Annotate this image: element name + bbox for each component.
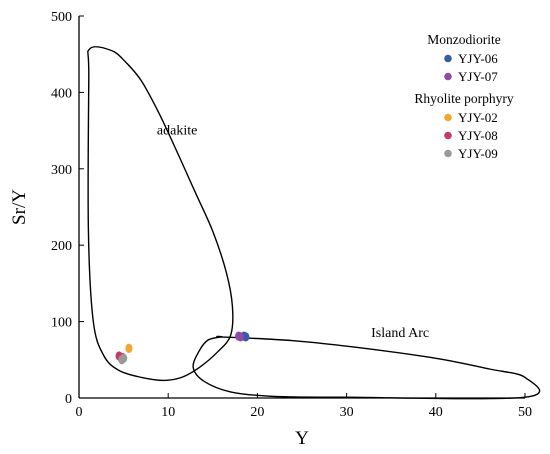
data-points: [115, 331, 250, 365]
legend-label-yjy-06: YJY-06: [458, 51, 498, 66]
x-tick-label: 20: [250, 405, 264, 420]
x-tick-label: 0: [76, 405, 83, 420]
legend: Monzodiorite YJY-06 YJY-07 Rhyolite porphyr…: [414, 32, 514, 161]
y-tick-label: 100: [51, 316, 72, 331]
axes: [78, 16, 525, 399]
x-tick-label: 40: [429, 405, 443, 420]
y-tick-label: 200: [51, 239, 72, 254]
legend-marker-yjy-09: [444, 149, 452, 158]
field-outline-island-arc: [192, 335, 541, 400]
data-point-yjy-02: [125, 343, 133, 353]
legend-marker-yjy-02: [444, 113, 452, 122]
y-tick-label: 500: [51, 10, 72, 25]
x-tick-label: 30: [340, 405, 354, 420]
y-tick-label: 300: [51, 163, 72, 178]
legend-group-title-rhyolite-porphyry: Rhyolite porphyry: [414, 91, 514, 106]
legend-group-title-monzodiorite: Monzodiorite: [427, 32, 501, 47]
field-label-island-arc: Island Arc: [371, 326, 429, 341]
legend-marker-yjy-07: [444, 72, 452, 81]
legend-label-yjy-09: YJY-09: [458, 146, 498, 161]
y-tick-label: 400: [51, 86, 72, 101]
y-tick-label: 0: [65, 392, 72, 407]
x-ticks: 0 10 20 30 40 50: [76, 393, 532, 420]
legend-label-yjy-02: YJY-02: [458, 110, 498, 125]
x-tick-label: 10: [161, 405, 175, 420]
legend-label-yjy-07: YJY-07: [458, 69, 498, 84]
legend-label-yjy-08: YJY-08: [458, 128, 498, 143]
data-point-yjy-09: [118, 355, 126, 365]
data-point-yjy-06: [242, 332, 250, 342]
x-axis-title: Y: [295, 428, 309, 449]
field-outline-adakite: [87, 46, 234, 382]
data-point-yjy-07: [236, 332, 245, 342]
field-label-adakite: adakite: [157, 123, 197, 138]
y-ticks: 0 100 200 300 400 500: [51, 10, 84, 407]
legend-marker-yjy-06: [444, 54, 452, 63]
x-tick-label: 50: [518, 405, 532, 420]
legend-marker-yjy-08: [444, 131, 452, 140]
y-axis-title: Sr/Y: [9, 189, 30, 225]
